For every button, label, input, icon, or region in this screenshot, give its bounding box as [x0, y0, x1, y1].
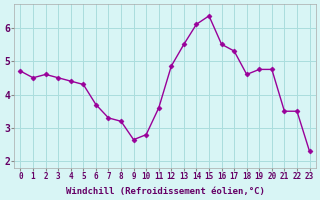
- X-axis label: Windchill (Refroidissement éolien,°C): Windchill (Refroidissement éolien,°C): [66, 187, 264, 196]
